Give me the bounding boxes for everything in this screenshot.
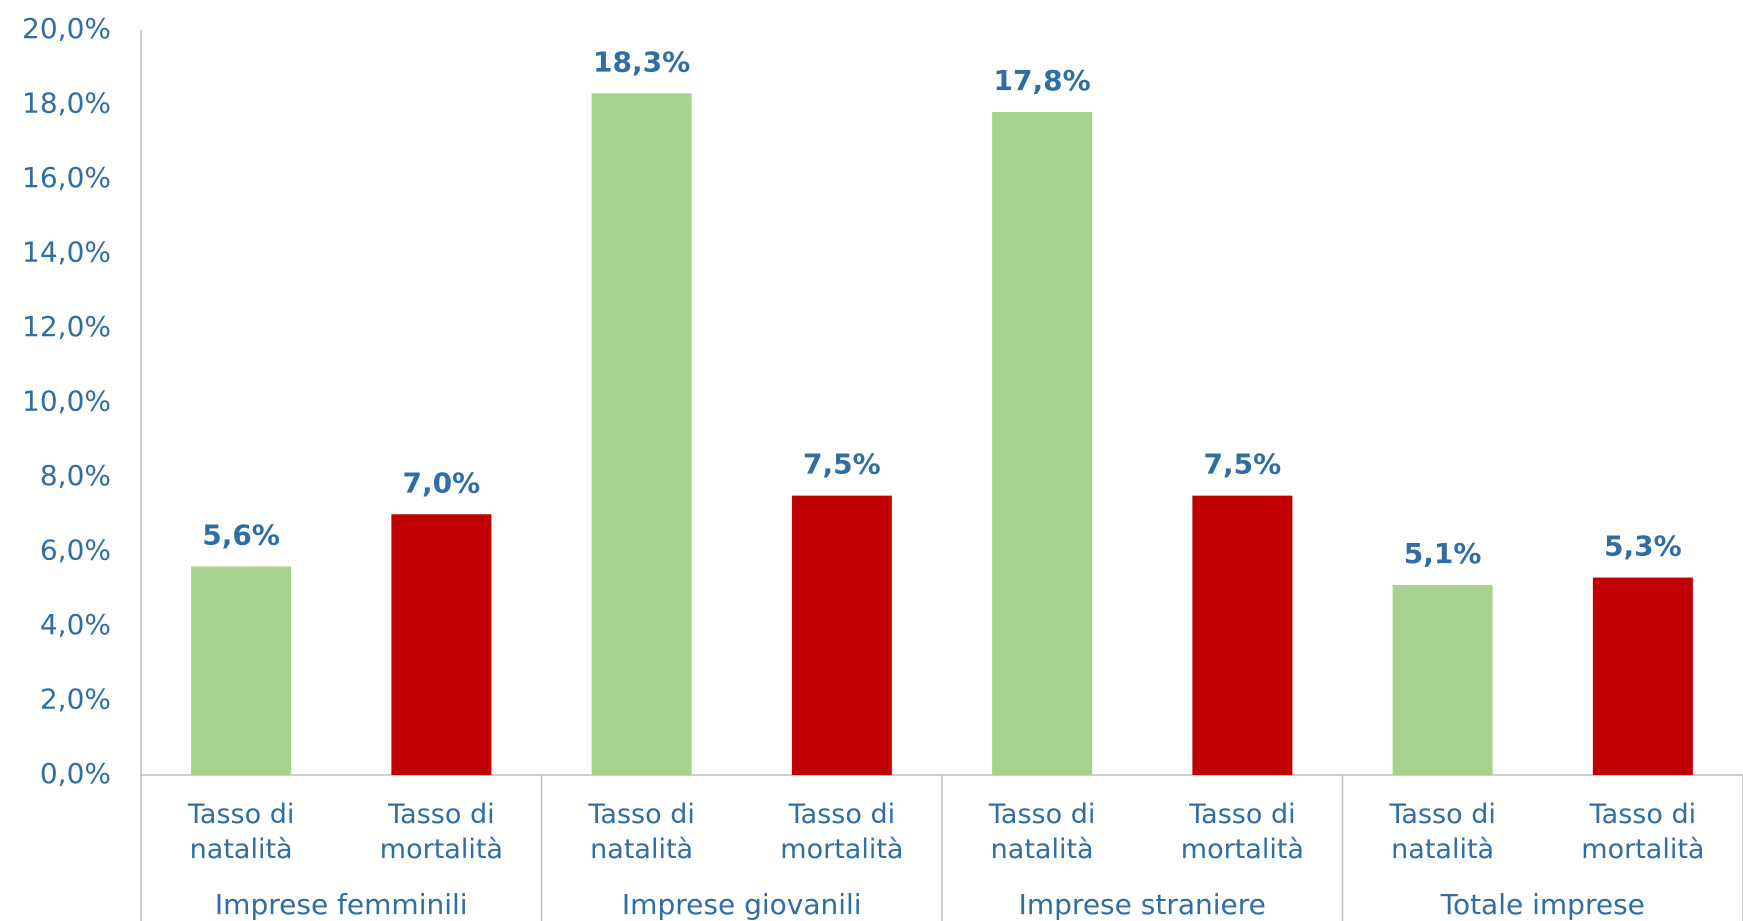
x-tick-label: Tasso di mortalità bbox=[379, 799, 503, 865]
y-tick-label: 20,0% bbox=[22, 12, 111, 45]
y-tick-label: 14,0% bbox=[22, 236, 111, 269]
x-tick-label: Tasso di mortalità bbox=[780, 799, 904, 865]
bar bbox=[992, 111, 1093, 775]
y-tick-label: 6,0% bbox=[40, 534, 111, 567]
y-tick-label: 2,0% bbox=[40, 683, 111, 716]
bar bbox=[1192, 495, 1293, 775]
group-label: Totale imprese bbox=[1440, 888, 1645, 921]
bar bbox=[1392, 585, 1493, 775]
bar bbox=[791, 495, 892, 775]
x-tick-label: Tasso di mortalità bbox=[1581, 799, 1705, 865]
x-tick-label: Tasso di natalità bbox=[988, 799, 1096, 865]
value-label: 5,3% bbox=[1604, 530, 1682, 563]
bar bbox=[191, 566, 292, 775]
value-label: 7,0% bbox=[403, 466, 481, 499]
x-tick-label: Tasso di mortalità bbox=[1180, 799, 1304, 865]
x-tick-label: Tasso di natalità bbox=[588, 799, 695, 865]
y-tick-label: 8,0% bbox=[40, 459, 111, 492]
value-label: 7,5% bbox=[803, 448, 881, 481]
bar bbox=[591, 93, 692, 775]
y-tick-label: 10,0% bbox=[22, 385, 111, 418]
x-tick-label: Tasso di natalità bbox=[187, 799, 295, 865]
value-label: 18,3% bbox=[593, 45, 690, 78]
value-label: 17,8% bbox=[994, 64, 1091, 97]
value-label: 7,5% bbox=[1204, 448, 1282, 481]
y-tick-label: 12,0% bbox=[22, 310, 111, 343]
group-label: Imprese giovanili bbox=[621, 888, 862, 921]
bar bbox=[1592, 577, 1693, 775]
y-tick-label: 0,0% bbox=[40, 757, 111, 790]
y-tick-label: 16,0% bbox=[22, 161, 111, 194]
value-label: 5,6% bbox=[202, 518, 280, 551]
y-tick-label: 18,0% bbox=[22, 87, 111, 120]
x-tick-label: Tasso di natalità bbox=[1389, 799, 1496, 865]
bar bbox=[391, 514, 492, 775]
value-label: 5,1% bbox=[1404, 537, 1482, 570]
y-tick-label: 4,0% bbox=[40, 608, 111, 641]
group-label: Imprese femminili bbox=[214, 888, 468, 921]
group-label: Imprese straniere bbox=[1018, 888, 1266, 921]
